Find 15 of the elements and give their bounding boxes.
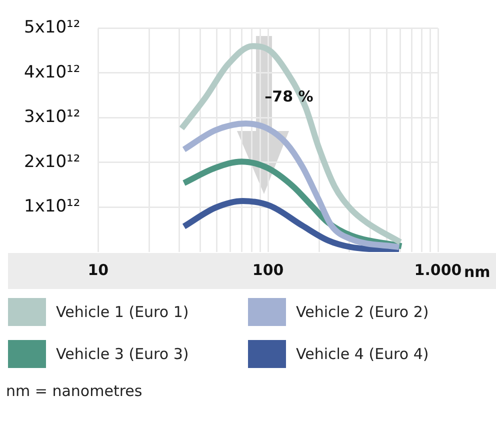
legend-label: Vehicle 1 (Euro 1) bbox=[56, 303, 189, 321]
y-tick-label: 2x10¹² bbox=[24, 152, 80, 172]
y-tick-label: 1x10¹² bbox=[24, 196, 80, 217]
text: nm = nanometres bbox=[6, 382, 144, 400]
legend-label: Vehicle 3 (Euro 3) bbox=[56, 345, 189, 363]
y-tick-label: 3x10¹² bbox=[24, 107, 80, 128]
x-axis-title: nm bbox=[464, 262, 490, 281]
legend-label: Vehicle 4 (Euro 4) bbox=[296, 345, 429, 363]
legend-label: Vehicle 2 (Euro 2) bbox=[296, 303, 429, 321]
x-tick-label: 100 bbox=[252, 260, 284, 279]
y-tick-label: 4x10¹² bbox=[24, 62, 80, 82]
y-tick-label: 5x10¹² bbox=[24, 18, 80, 38]
x-tick-label: 1.000 bbox=[414, 260, 462, 279]
annotation: –78 % bbox=[264, 87, 314, 106]
x-tick-label: 10 bbox=[88, 260, 109, 279]
